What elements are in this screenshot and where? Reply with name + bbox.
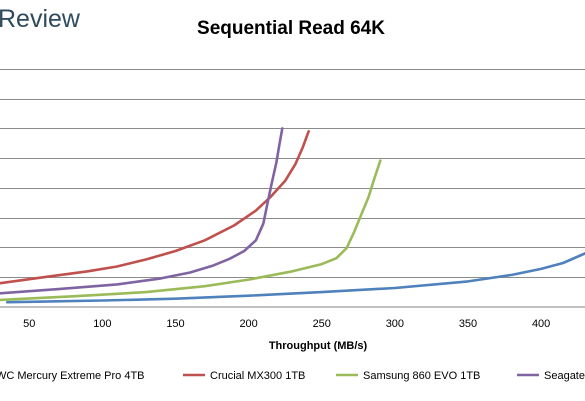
x-tick-label: 350 [459, 318, 477, 330]
legend-item-label: Seagate [544, 370, 585, 382]
x-tick-label: 300 [386, 318, 404, 330]
legend-item-label: Crucial MX300 1TB [210, 370, 305, 382]
gridlines [0, 69, 585, 278]
x-axis-label: Throughput (MB/s) [269, 340, 368, 352]
chart-title: Sequential Read 64K [197, 18, 385, 39]
series-lines [0, 127, 585, 304]
series-line-4 [0, 127, 284, 295]
x-tick-labels: 50 100 150 200 250 300 350 400 [23, 318, 550, 330]
x-tick-label: 100 [93, 318, 111, 330]
series-line-2 [0, 130, 310, 285]
x-tick-label: 250 [313, 318, 331, 330]
legend-item-label: Samsung 860 EVO 1TB [363, 370, 480, 382]
legend: WC Mercury Extreme Pro 4TB Crucial MX300 … [0, 370, 585, 382]
series-line-1 [6, 252, 585, 304]
x-tick-label: 200 [239, 318, 257, 330]
x-tick-label: 400 [532, 318, 550, 330]
x-tick-label: 50 [23, 318, 35, 330]
brand-logo: Review [0, 5, 81, 33]
series-line-3 [0, 159, 382, 302]
x-tick-label: 150 [166, 318, 184, 330]
legend-item-label: WC Mercury Extreme Pro 4TB [0, 370, 145, 382]
